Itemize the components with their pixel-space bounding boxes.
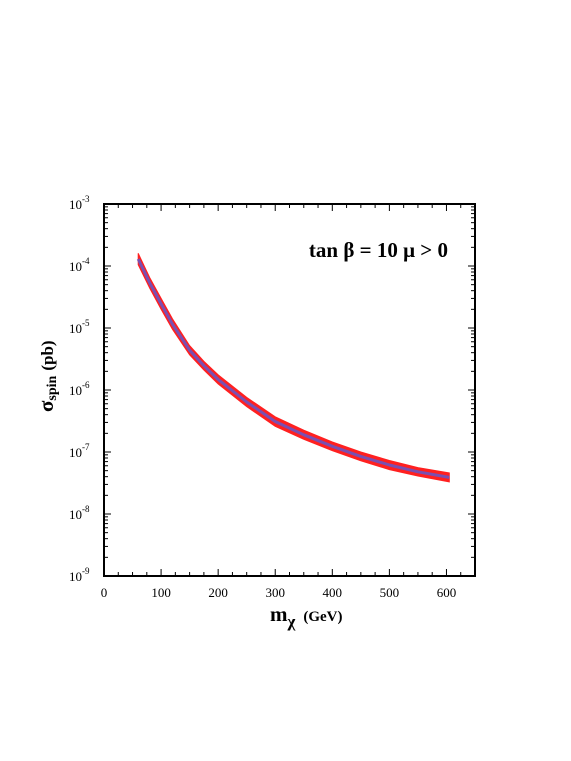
y-tick-label: 10-4 [69, 256, 90, 274]
x-tick-label: 400 [323, 585, 343, 600]
axis-ticks [103, 203, 476, 577]
y-tick-label: 10-6 [69, 380, 90, 398]
y-tick-label: 10-8 [69, 504, 90, 522]
y-axis-label-unit: (pb) [38, 340, 57, 370]
y-tick-base: 10 [69, 321, 82, 336]
x-tick-label: 200 [208, 585, 228, 600]
x-axis-label-sub: χ [287, 612, 296, 631]
y-tick-base: 10 [69, 383, 82, 398]
x-tick-labels: 0 100 200 300 400 500 600 [101, 585, 456, 600]
y-tick-exponent: -5 [82, 318, 90, 328]
y-tick-base: 10 [69, 259, 82, 274]
x-axis-label-main: m [270, 602, 288, 626]
y-tick-label: 10-7 [69, 442, 90, 460]
data-band [136, 253, 450, 483]
band-core-line [136, 258, 450, 479]
x-axis-label: mχ (GeV) [270, 602, 343, 631]
y-axis-label: σspin (pb) [34, 340, 60, 412]
y-tick-exponent: -3 [82, 194, 90, 204]
y-tick-exponent: -7 [82, 442, 90, 452]
y-tick-exponent: -4 [82, 256, 90, 266]
y-tick-exponent: -6 [82, 380, 90, 390]
annotation: tan β = 10 μ > 0 [309, 238, 448, 262]
x-tick-label: 600 [437, 585, 457, 600]
x-tick-label: 100 [151, 585, 171, 600]
y-tick-labels: 10-910-810-710-610-510-410-3 [69, 194, 90, 584]
y-axis-label-sub: spin [45, 375, 60, 400]
y-tick-exponent: -9 [82, 566, 90, 576]
y-tick-exponent: -8 [82, 504, 90, 514]
x-tick-label: 500 [380, 585, 400, 600]
y-tick-label: 10-3 [69, 194, 90, 212]
band-area [137, 253, 450, 483]
y-tick-base: 10 [69, 507, 82, 522]
y-axis-label-main: σ [34, 400, 58, 412]
x-axis-label-unit: (GeV) [303, 609, 342, 625]
y-tick-label: 10-9 [69, 566, 90, 584]
x-tick-label: 300 [265, 585, 285, 600]
y-tick-base: 10 [69, 445, 82, 460]
y-tick-base: 10 [69, 569, 82, 584]
x-tick-label: 0 [101, 585, 108, 600]
y-tick-label: 10-5 [69, 318, 90, 336]
y-tick-base: 10 [69, 197, 82, 212]
